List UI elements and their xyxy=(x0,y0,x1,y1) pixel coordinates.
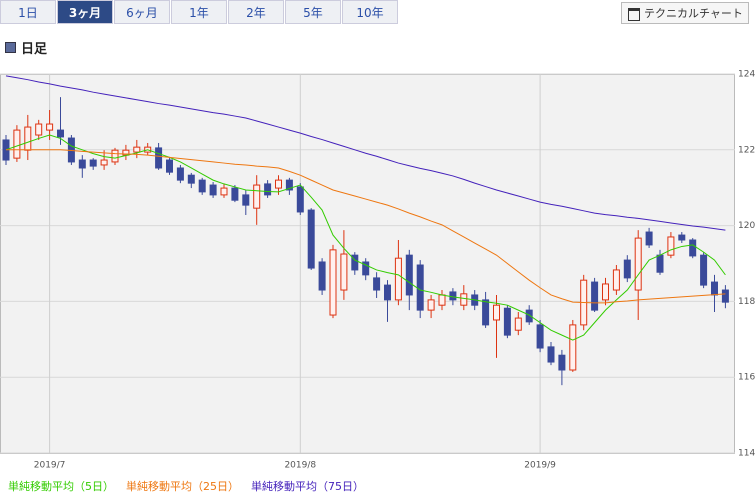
candle-body xyxy=(275,179,282,189)
candle-body xyxy=(602,283,609,301)
candle-body xyxy=(536,324,544,349)
candle-body xyxy=(645,231,653,246)
chart: 114 116 118 120 122 124 2019/7 2019/8 2019/9 xyxy=(0,70,755,471)
candle-body xyxy=(46,123,54,131)
legend: 単純移動平均（5日） 単純移動平均（25日） 単純移動平均（75日） xyxy=(8,478,364,494)
candle-body xyxy=(634,237,642,291)
candle-body xyxy=(296,186,304,213)
candle-body xyxy=(133,146,141,153)
candle-body xyxy=(13,129,21,159)
candle-body xyxy=(307,209,315,269)
candle-body xyxy=(35,123,43,136)
candle-body xyxy=(198,179,206,193)
period-tab[interactable]: 1年 xyxy=(171,0,227,24)
y-tick-label: 114 xyxy=(738,449,755,459)
candle-body xyxy=(318,261,326,291)
candle-body xyxy=(482,299,490,326)
moving-average-line xyxy=(6,149,726,304)
candle-body xyxy=(416,264,424,311)
candle-body xyxy=(394,257,402,301)
candle-body xyxy=(329,249,337,316)
candle-body xyxy=(460,293,468,306)
tabs: 1日 3ヶ月 6ヶ月 1年 2年 5年 10年 xyxy=(0,0,399,24)
y-tick-label: 118 xyxy=(738,297,755,307)
candle-body xyxy=(111,149,119,163)
candle-body xyxy=(362,261,370,276)
candle-body xyxy=(242,194,250,206)
period-tab[interactable]: 3ヶ月 xyxy=(57,0,113,24)
y-tick-label: 122 xyxy=(738,145,755,155)
candle-body xyxy=(373,277,381,291)
candle-body xyxy=(155,147,163,169)
candle-body xyxy=(689,239,697,257)
x-tick-label: 2019/8 xyxy=(284,461,316,471)
period-tab[interactable]: 5年 xyxy=(285,0,341,24)
candle-body xyxy=(187,174,195,184)
candle-body xyxy=(176,167,184,181)
candle-body xyxy=(264,183,272,196)
candle-body xyxy=(503,307,511,336)
candle-body xyxy=(678,234,686,241)
candle-body xyxy=(656,254,664,273)
candle-body xyxy=(285,179,293,191)
moving-average-line xyxy=(5,75,726,231)
candle-body xyxy=(384,284,391,301)
candle-body xyxy=(612,269,620,291)
candle-body xyxy=(449,291,457,301)
x-tick-label: 2019/7 xyxy=(34,461,66,471)
candle-body xyxy=(700,254,708,286)
candle-body xyxy=(220,187,228,196)
candle-body xyxy=(24,126,32,151)
candle-body xyxy=(89,159,97,167)
candle-body xyxy=(591,281,599,311)
y-tick-label: 116 xyxy=(738,373,755,383)
candle-body xyxy=(100,159,108,166)
y-tick-label: 120 xyxy=(738,221,755,231)
x-tick-label: 2019/9 xyxy=(524,461,556,471)
candle-body xyxy=(569,324,577,371)
candle-body xyxy=(667,236,675,256)
technical-chart-button[interactable]: テクニカルチャート xyxy=(621,2,749,24)
legend-entry: 単純移動平均（75日） xyxy=(251,480,364,493)
candle-body xyxy=(525,309,533,323)
candle-body xyxy=(547,346,555,363)
candle-body xyxy=(57,129,64,138)
legend-entry: 単純移動平均（5日） xyxy=(8,480,114,493)
candle-body xyxy=(558,354,566,371)
moving-average-line xyxy=(5,134,726,341)
candle-body xyxy=(253,184,261,209)
candle-body xyxy=(721,289,729,303)
candle-body xyxy=(405,254,413,296)
candle-body xyxy=(438,294,446,306)
candle-body xyxy=(427,299,435,311)
period-tab[interactable]: 10年 xyxy=(342,0,398,24)
candle-body xyxy=(78,159,86,169)
legend-entry: 単純移動平均（25日） xyxy=(126,480,239,493)
candle-body xyxy=(340,253,348,291)
y-tick-label: 124 xyxy=(738,70,755,80)
candle-body xyxy=(351,254,359,271)
candle-body xyxy=(166,159,173,173)
period-label: 日足 xyxy=(5,38,47,57)
candle-body xyxy=(514,317,522,331)
period-tab[interactable]: 2年 xyxy=(228,0,284,24)
candle-body xyxy=(209,184,217,196)
candle-body xyxy=(711,281,718,296)
candle-body xyxy=(493,304,500,321)
candle-body xyxy=(231,187,239,201)
candle-body xyxy=(623,259,631,279)
period-tab[interactable]: 6ヶ月 xyxy=(114,0,170,24)
period-tab[interactable]: 1日 xyxy=(0,0,56,24)
